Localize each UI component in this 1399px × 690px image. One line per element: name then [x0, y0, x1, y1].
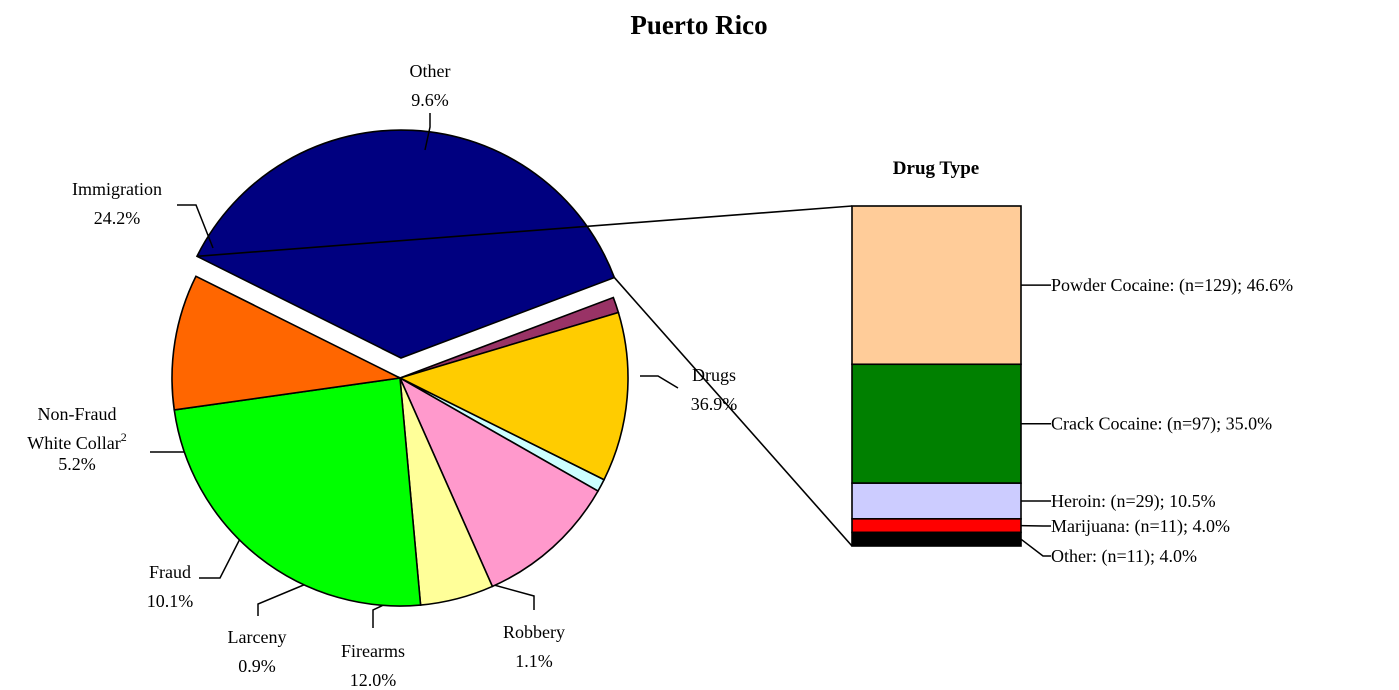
pie-slice-fraud — [398, 376, 600, 588]
pie-label-firearms: Firearms 12.0% — [341, 641, 405, 690]
pie-slice-firearms — [397, 311, 629, 481]
chart-title: Puerto Rico — [630, 10, 767, 40]
pie-label-immigration: Immigration 24.2% — [72, 179, 162, 228]
drug-type-title: Drug Type — [893, 158, 979, 179]
pie-value-immigration: 24.2% — [94, 208, 141, 228]
bar-label-powder-cocaine: Powder Cocaine: (n=129); 46.6% — [1051, 275, 1293, 296]
bar-segment-crack-cocaine — [851, 363, 1022, 484]
bar-segment-powder-cocaine — [851, 205, 1022, 366]
pie-leader-immigration — [177, 204, 214, 249]
pie-leader-drugs — [640, 375, 679, 389]
pie-value-firearms: 12.0% — [350, 670, 397, 690]
pie-label-non-fraud-white-collar: Non-Fraud White Collar2 5.2% — [27, 404, 126, 474]
pie-label-other: Other 9.6% — [410, 61, 451, 110]
pie-chart: Drugs 36.9% Robbery 1.1% Firearms 12.0% Larcen… — [27, 61, 737, 690]
pie-label-larceny: Larceny 0.9% — [228, 627, 287, 676]
connector-bottom — [613, 277, 853, 547]
pie-value-drugs: 36.9% — [691, 394, 738, 414]
pie-leader-robbery — [493, 584, 535, 610]
bar-leader-other — [1020, 538, 1051, 557]
pie-value-other: 9.6% — [411, 90, 449, 110]
bar-segment-other — [851, 531, 1022, 547]
bar-label-crack-cocaine: Crack Cocaine: (n=97); 35.0% — [1051, 414, 1272, 435]
pie-value-larceny: 0.9% — [238, 656, 276, 676]
bar-segment-heroin — [851, 482, 1022, 520]
pie-slice-immigration — [173, 377, 422, 607]
pie-label-drugs: Drugs 36.9% — [691, 365, 738, 414]
pie-value-non-fraud-white-collar: 5.2% — [58, 454, 96, 474]
connector-top — [196, 205, 853, 258]
pie-slice-drugs — [195, 129, 616, 359]
pie-slice-other — [171, 275, 403, 411]
pie-leader-fraud — [199, 528, 246, 579]
bar-segment-marijuana — [851, 518, 1022, 534]
pie-value-robbery: 1.1% — [515, 651, 553, 671]
bar-label-heroin: Heroin: (n=29); 10.5% — [1051, 491, 1216, 512]
pie-value-fraud: 10.1% — [147, 591, 194, 611]
pie-label-fraud: Fraud 10.1% — [147, 562, 194, 611]
pie-label-robbery: Robbery 1.1% — [503, 622, 565, 671]
pie-leader-larceny — [257, 583, 307, 616]
bar-label-marijuana: Marijuana: (n=11); 4.0% — [1051, 516, 1230, 537]
explode-connector-lines — [196, 205, 853, 547]
pie-leader-other — [424, 113, 431, 151]
bar-label-other: Other: (n=11); 4.0% — [1051, 546, 1197, 567]
drug-type-stacked-bar: Powder Cocaine: (n=129); 46.6% Crack Coca… — [851, 205, 1293, 567]
